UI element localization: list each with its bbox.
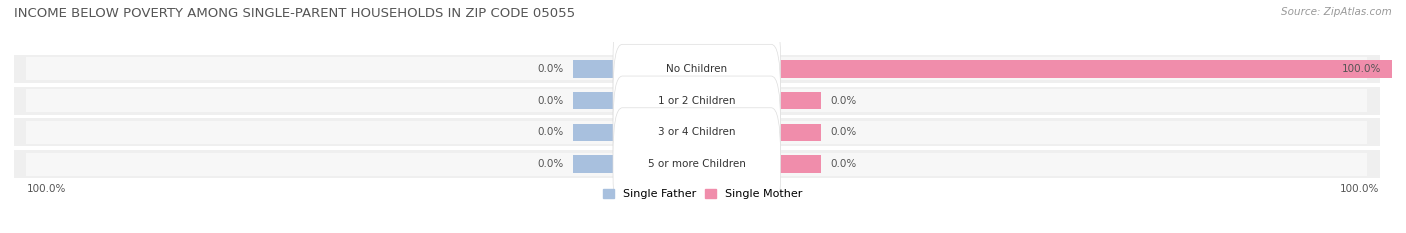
Text: No Children: No Children xyxy=(666,64,727,74)
Bar xyxy=(572,60,623,78)
Text: 100.0%: 100.0% xyxy=(1340,184,1379,194)
Text: 0.0%: 0.0% xyxy=(830,127,856,137)
Text: 0.0%: 0.0% xyxy=(830,159,856,169)
Bar xyxy=(27,121,1367,144)
Bar xyxy=(572,155,623,173)
Bar xyxy=(14,118,1379,146)
Bar xyxy=(772,60,1392,78)
Bar xyxy=(27,89,1367,112)
Text: 3 or 4 Children: 3 or 4 Children xyxy=(658,127,735,137)
Text: 100.0%: 100.0% xyxy=(1343,64,1382,74)
Bar xyxy=(14,150,1379,178)
Bar xyxy=(572,124,623,141)
FancyBboxPatch shape xyxy=(613,13,780,125)
Bar xyxy=(27,153,1367,175)
Bar xyxy=(572,92,623,109)
Bar xyxy=(772,92,821,109)
FancyBboxPatch shape xyxy=(613,44,780,157)
Text: 0.0%: 0.0% xyxy=(537,159,564,169)
Bar xyxy=(27,58,1367,80)
Bar xyxy=(772,155,821,173)
FancyBboxPatch shape xyxy=(613,76,780,189)
Bar xyxy=(14,55,1379,83)
Text: 0.0%: 0.0% xyxy=(537,96,564,106)
Text: 0.0%: 0.0% xyxy=(537,64,564,74)
Text: Source: ZipAtlas.com: Source: ZipAtlas.com xyxy=(1281,7,1392,17)
Bar xyxy=(772,124,821,141)
Text: 100.0%: 100.0% xyxy=(27,184,66,194)
FancyBboxPatch shape xyxy=(613,108,780,220)
Legend: Single Father, Single Mother: Single Father, Single Mother xyxy=(599,184,807,203)
Text: 0.0%: 0.0% xyxy=(537,127,564,137)
Text: 0.0%: 0.0% xyxy=(830,96,856,106)
Bar xyxy=(14,87,1379,115)
Text: 5 or more Children: 5 or more Children xyxy=(648,159,745,169)
Text: 1 or 2 Children: 1 or 2 Children xyxy=(658,96,735,106)
Text: INCOME BELOW POVERTY AMONG SINGLE-PARENT HOUSEHOLDS IN ZIP CODE 05055: INCOME BELOW POVERTY AMONG SINGLE-PARENT… xyxy=(14,7,575,20)
